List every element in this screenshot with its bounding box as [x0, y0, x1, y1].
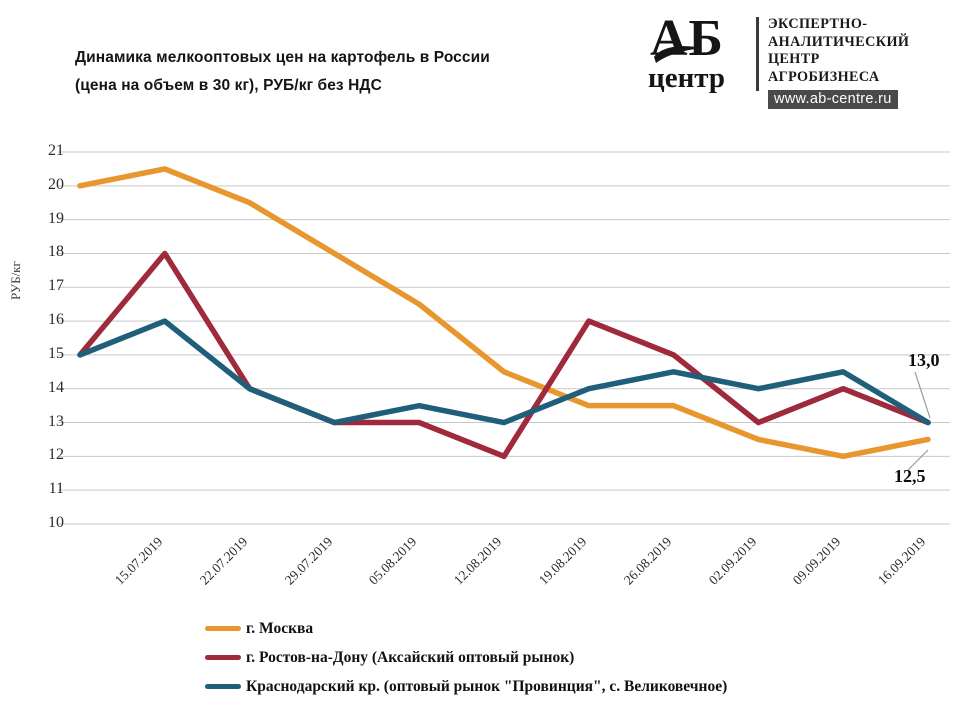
chart-legend: г. Москва г. Ростов-на-Дону (Аксайский оп…: [205, 616, 727, 703]
y-tick-label: 17: [48, 277, 64, 295]
legend-label: г. Москва: [246, 619, 314, 637]
y-tick-label: 15: [48, 344, 64, 362]
logo-mark: АБ центр: [648, 12, 752, 106]
y-tick-label: 21: [48, 142, 64, 159]
legend-item-0[interactable]: г. Москва: [205, 616, 727, 641]
legend-label: г. Ростов-на-Дону (Аксайский оптовый рын…: [246, 648, 575, 666]
legend-color-swatch: [205, 684, 241, 689]
legend-color-swatch: [205, 626, 241, 631]
title-line-1: Динамика мелкооптовых цен на картофель в…: [75, 49, 490, 66]
y-tick-label: 13: [48, 412, 64, 430]
ab-centre-logo: АБ центр ЭКСПЕРТНО- АНАЛИТИЧЕСКИЙ ЦЕНТР …: [648, 12, 948, 112]
legend-item-2[interactable]: Краснодарский кр. (оптовый рынок "Провин…: [205, 674, 727, 699]
title-line-2: (цена на объем в 30 кг), РУБ/кг без НДС: [75, 77, 382, 94]
legend-label: Краснодарский кр. (оптовый рынок "Провин…: [246, 677, 728, 695]
logo-url: www.ab-centre.ru: [768, 90, 898, 109]
logo-divider: [756, 17, 759, 91]
y-tick-label: 14: [48, 378, 64, 396]
leader-line-lower: [907, 449, 929, 471]
y-tick-label: 12: [48, 446, 64, 464]
logo-text-line-3: ЦЕНТР: [768, 51, 820, 67]
logo-text-line-1: ЭКСПЕРТНО-: [768, 16, 868, 32]
data-label-1: 12,5: [894, 466, 926, 486]
series-line-0: [77, 166, 931, 460]
y-tick-label: 11: [48, 480, 64, 498]
data-label-0: 13,0: [908, 350, 940, 370]
leader-line-upper: [914, 371, 931, 419]
legend-item-1[interactable]: г. Ростов-на-Дону (Аксайский оптовый рын…: [205, 645, 727, 670]
series-line-1: [77, 250, 931, 460]
y-tick-label: 18: [48, 243, 64, 261]
logo-mark-centr: центр: [648, 62, 726, 94]
y-tick-label: 16: [48, 311, 64, 329]
y-tick-label: 10: [48, 514, 64, 531]
series-line-2: [77, 318, 931, 426]
logo-text-line-4: АГРОБИЗНЕСА: [768, 68, 880, 85]
y-tick-label: 20: [48, 175, 64, 193]
y-tick-label: 19: [48, 209, 64, 227]
logo-text-block: ЭКСПЕРТНО- АНАЛИТИЧЕСКИЙ ЦЕНТР АГРОБИЗНЕ…: [768, 14, 948, 109]
page-title: Динамика мелкооптовых цен на картофель в…: [75, 44, 655, 100]
logo-text-line-2: АНАЛИТИЧЕСКИЙ: [768, 33, 910, 50]
legend-color-swatch: [205, 655, 241, 660]
